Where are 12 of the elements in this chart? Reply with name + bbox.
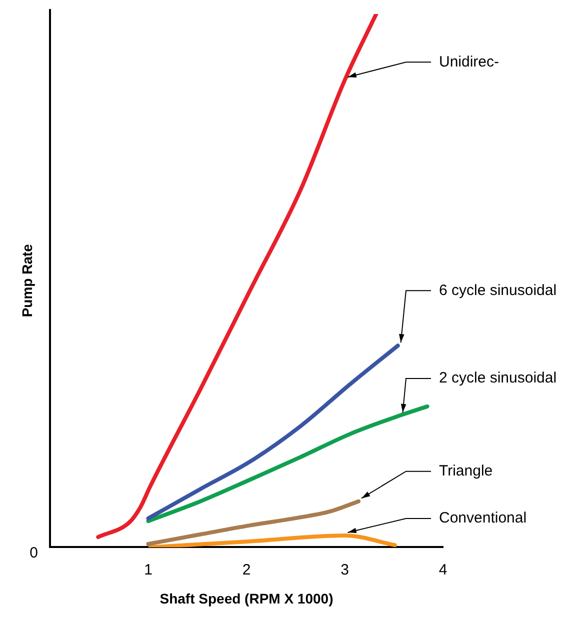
series-label: 2 cycle sinusoidal [439, 370, 557, 387]
x-tick-label: 2 [242, 561, 251, 578]
x-axis-title: Shaft Speed (RPM X 1000) [160, 590, 334, 606]
text: Conventional [439, 510, 527, 527]
x-tick-label: 4 [438, 561, 448, 578]
y-axis-title: Pump Rate [18, 244, 35, 318]
text: Unidirec- [439, 53, 500, 70]
text: 6 cycle sinusoidal [439, 282, 557, 299]
x-tick-label: 3 [340, 561, 349, 578]
text: Triangle [439, 462, 493, 480]
x-tick-label: 1 [144, 561, 152, 578]
text: 0 [30, 544, 38, 562]
